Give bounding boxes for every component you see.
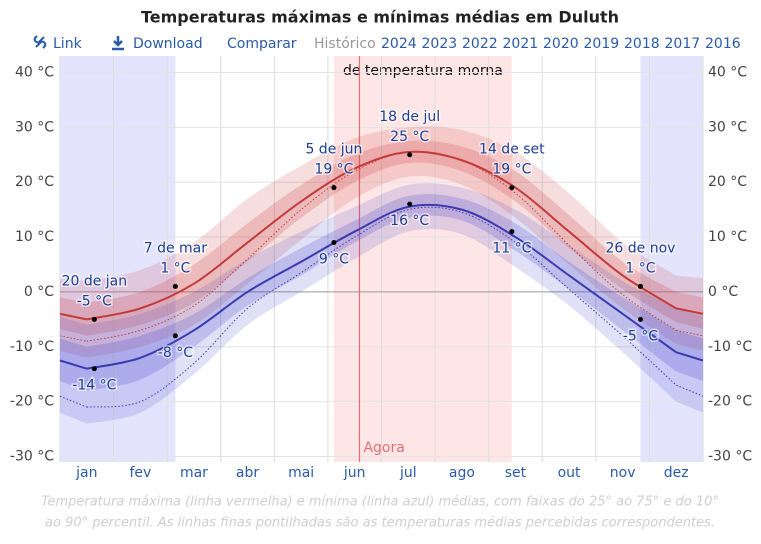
year-link[interactable]: 2017 — [665, 36, 701, 52]
x-tick-label: jun — [343, 465, 366, 481]
high-band-25-75 — [86, 140, 677, 336]
low-marker — [407, 201, 413, 207]
high-band-10-90-edge — [60, 278, 87, 358]
annotation-high: 1 °C — [160, 260, 190, 276]
low-band-10-90-edge — [60, 316, 87, 424]
y-tick-label: -30 °C — [10, 449, 54, 465]
cold-season — [60, 56, 176, 462]
low-line-edge — [59, 351, 704, 370]
x-tick-label: abr — [236, 465, 259, 481]
warm-season — [333, 56, 512, 462]
y2-tick-label: -10 °C — [708, 339, 752, 355]
high-marker — [91, 316, 97, 322]
high-marker — [331, 185, 337, 191]
annotation-date: 26 de nov — [605, 240, 675, 256]
y2-tick-label: 0 °C — [708, 284, 738, 300]
high-marker — [509, 185, 515, 191]
low-marker — [331, 240, 337, 246]
y2-tick-label: 40 °C — [708, 64, 747, 80]
year-link[interactable]: 2022 — [462, 36, 498, 52]
x-tick-label: dez — [664, 465, 689, 481]
y-tick-label: 10 °C — [15, 229, 54, 245]
link-button[interactable]: Link — [53, 36, 83, 52]
low-band-10-90 — [86, 183, 677, 424]
annotation-high: -5 °C — [77, 293, 112, 309]
high-marker — [407, 152, 413, 158]
low-line — [86, 203, 677, 370]
compare-button[interactable]: Comparar — [227, 36, 297, 52]
y-tick-label: 20 °C — [15, 174, 54, 190]
y2-tick-label: 10 °C — [708, 229, 747, 245]
x-tick-label: mar — [180, 465, 208, 481]
y-tick-label: 40 °C — [15, 64, 54, 80]
caption: Temperatura máxima (linha vermelha) e mí… — [41, 495, 719, 510]
warm-season-label: de temperatura morna — [343, 63, 503, 79]
y-tick-label: 30 °C — [15, 119, 54, 135]
high-marker — [637, 283, 643, 289]
low-band-10-90-edge — [676, 308, 703, 413]
cold-season — [640, 56, 703, 462]
perceived-line-edge — [59, 384, 704, 408]
annotation-low: 9 °C — [319, 252, 349, 268]
history-label: Histórico — [314, 36, 376, 52]
year-link[interactable]: 2018 — [624, 36, 660, 52]
download-button[interactable]: Download — [133, 36, 203, 52]
x-tick-label: jan — [75, 465, 97, 481]
annotation-date: 20 de jan — [62, 273, 128, 289]
annotation-low: -8 °C — [158, 345, 193, 361]
high-band-10-90 — [86, 126, 677, 358]
y2-tick-label: -20 °C — [708, 394, 752, 410]
low-marker — [91, 366, 97, 372]
caption: ao 90° percentil. As linhas finas pontil… — [45, 516, 715, 531]
year-link[interactable]: 2023 — [422, 36, 458, 52]
annotation-high: 1 °C — [625, 260, 655, 276]
annotation-date: 5 de jun — [305, 142, 362, 158]
low-band-25-75 — [86, 193, 677, 391]
annotation-high: 25 °C — [390, 129, 429, 145]
x-tick-label: jul — [399, 465, 417, 481]
high-line — [86, 150, 677, 321]
high-line-edge — [59, 307, 704, 321]
annotation-low: 11 °C — [492, 241, 531, 257]
annotation-low: -14 °C — [72, 378, 116, 394]
plot-area: de temperatura morna -30 °C -30 °C -20 °C -2… — [10, 56, 752, 481]
y2-tick-label: -30 °C — [708, 449, 752, 465]
link-icon — [33, 35, 47, 49]
perceived-line-edge — [59, 329, 704, 342]
year-link[interactable]: 2016 — [705, 36, 741, 52]
annotation-high: 19 °C — [492, 162, 531, 178]
annotation-high: 19 °C — [314, 162, 353, 178]
year-link[interactable]: 2021 — [503, 36, 539, 52]
high-marker — [172, 283, 178, 289]
x-tick-label: ago — [449, 465, 475, 481]
y2-tick-label: 30 °C — [708, 119, 747, 135]
high-band-10-90-edge — [676, 275, 703, 351]
perceived-line — [86, 206, 677, 408]
annotation-date: 7 de mar — [144, 240, 208, 256]
x-tick-label: out — [558, 465, 581, 481]
y-tick-label: 0 °C — [24, 284, 54, 300]
chart-title: Temperaturas máximas e mínimas médias em… — [141, 8, 619, 27]
x-tick-label: nov — [610, 465, 636, 481]
y-tick-label: -10 °C — [10, 339, 54, 355]
year-link[interactable]: 2020 — [543, 36, 579, 52]
x-tick-label: mai — [288, 465, 314, 481]
low-marker — [637, 316, 643, 322]
download-icon — [112, 36, 124, 51]
x-tick-label: fev — [129, 465, 151, 481]
y2-tick-label: 20 °C — [708, 174, 747, 190]
y-tick-label: -20 °C — [10, 394, 54, 410]
annotation-low: 16 °C — [390, 213, 429, 229]
annotation-low: -5 °C — [623, 328, 658, 344]
low-marker — [509, 229, 515, 235]
annotation-date: 14 de set — [479, 142, 545, 158]
year-link[interactable]: 2024 — [381, 36, 417, 52]
year-link[interactable]: 2019 — [584, 36, 620, 52]
x-tick-label: set — [505, 465, 527, 481]
annotation-date: 18 de jul — [379, 109, 440, 125]
now-label: Agora — [363, 440, 404, 456]
low-marker — [172, 333, 178, 339]
toolbar: Link Download Comparar Histórico 2024 2023 202… — [33, 35, 741, 52]
